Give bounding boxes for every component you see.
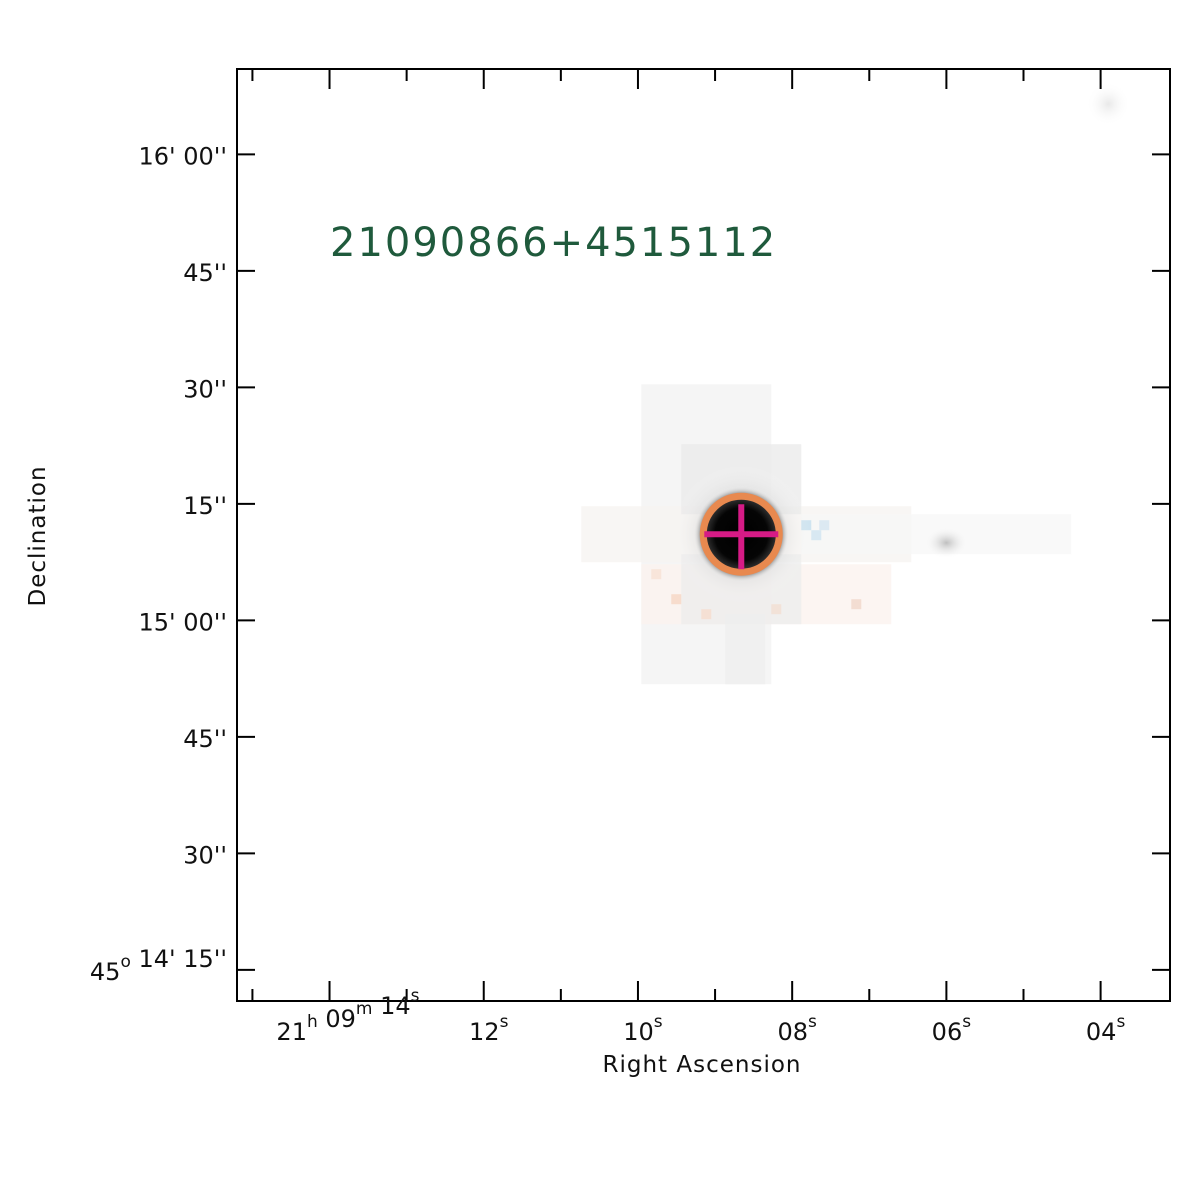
noise-speck	[811, 530, 822, 541]
y-tick-label: 16' 00''	[139, 142, 228, 170]
y-tick-label: 30''	[183, 841, 227, 869]
glow-patch	[725, 614, 766, 685]
x-tick-label: 10s	[623, 1012, 663, 1046]
axis-ticks	[237, 69, 1170, 1001]
aperture-circle	[699, 492, 783, 576]
y-tick-labels: 45o 14' 15'' 30'' 45'' 15' 00'' 15'' 30'' 45''…	[90, 142, 227, 986]
x-axis-title: Right Ascension	[603, 1052, 802, 1078]
y-tick-label: 45''	[183, 259, 227, 287]
source-name: 21090866+4515112	[330, 220, 777, 266]
y-tick-label: 15''	[183, 492, 227, 520]
noise-speck	[651, 569, 662, 580]
x-tick-label: 21h 09m 14s	[276, 986, 419, 1046]
faint-corner-source	[1086, 81, 1131, 126]
y-tick-label: 15' 00''	[139, 608, 228, 636]
y-tick-label: 30''	[183, 375, 227, 403]
x-tick-label: 08s	[777, 1012, 817, 1046]
diffuse-background-glow	[581, 384, 1072, 685]
y-axis-title: Declination	[25, 465, 51, 606]
y-tick-label: 45o 14' 15''	[90, 945, 227, 986]
noise-speck	[671, 594, 682, 605]
noise-speck	[819, 520, 830, 531]
target-marker	[699, 492, 783, 576]
x-tick-label: 04s	[1086, 1012, 1126, 1046]
plot-frame	[236, 68, 1171, 1002]
x-tick-labels: 21h 09m 14s 12s 10s 08s 06s 04s	[276, 986, 1125, 1046]
y-tick-label: 45''	[183, 725, 227, 753]
secondary-source	[924, 526, 969, 559]
image-layer	[581, 81, 1131, 685]
noise-speck	[851, 599, 862, 610]
x-tick-label: 12s	[469, 1012, 509, 1046]
noise-speck	[771, 604, 782, 615]
noise-speck	[701, 609, 712, 620]
x-tick-label: 06s	[932, 1012, 972, 1046]
